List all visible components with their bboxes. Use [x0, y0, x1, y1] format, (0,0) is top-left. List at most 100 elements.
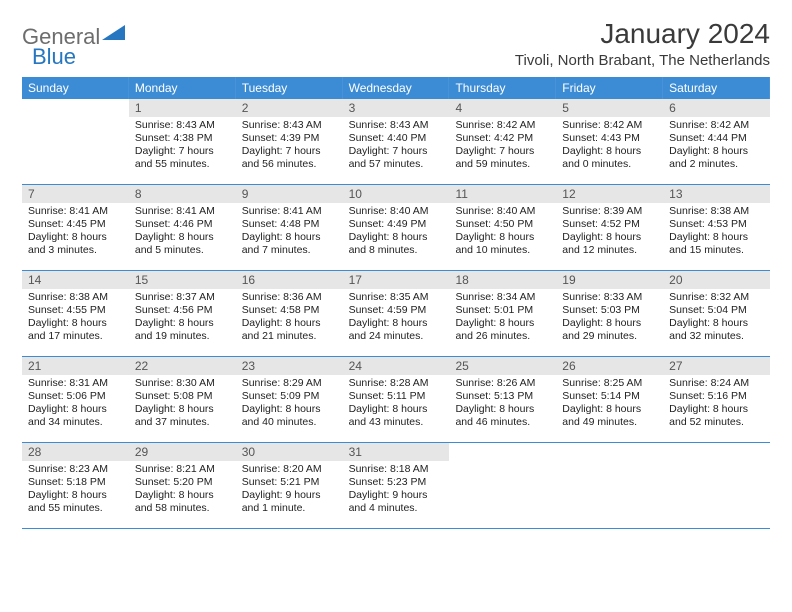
sunset-line: Sunset: 5:13 PM [455, 390, 550, 403]
sunrise-line: Sunrise: 8:25 AM [562, 377, 657, 390]
day-header: Friday [556, 77, 663, 99]
day-number: 14 [22, 271, 129, 289]
cell-body: Sunrise: 8:42 AMSunset: 4:44 PMDaylight:… [663, 117, 770, 176]
daylight-line: Daylight: 7 hours and 56 minutes. [242, 145, 337, 171]
calendar-cell: 24Sunrise: 8:28 AMSunset: 5:11 PMDayligh… [343, 357, 450, 443]
sunset-line: Sunset: 5:01 PM [455, 304, 550, 317]
sunrise-line: Sunrise: 8:21 AM [135, 463, 230, 476]
sunrise-line: Sunrise: 8:29 AM [242, 377, 337, 390]
daylight-line: Daylight: 7 hours and 55 minutes. [135, 145, 230, 171]
cell-body: Sunrise: 8:21 AMSunset: 5:20 PMDaylight:… [129, 461, 236, 520]
sunset-line: Sunset: 4:45 PM [28, 218, 123, 231]
day-header: Sunday [22, 77, 129, 99]
day-header: Thursday [449, 77, 556, 99]
sunrise-line: Sunrise: 8:41 AM [28, 205, 123, 218]
cell-body: Sunrise: 8:38 AMSunset: 4:53 PMDaylight:… [663, 203, 770, 262]
sunset-line: Sunset: 4:40 PM [349, 132, 444, 145]
day-number: 9 [236, 185, 343, 203]
sunset-line: Sunset: 5:06 PM [28, 390, 123, 403]
calendar-cell: 26Sunrise: 8:25 AMSunset: 5:14 PMDayligh… [556, 357, 663, 443]
sunrise-line: Sunrise: 8:33 AM [562, 291, 657, 304]
sunset-line: Sunset: 5:09 PM [242, 390, 337, 403]
weeks-container: 1Sunrise: 8:43 AMSunset: 4:38 PMDaylight… [22, 99, 770, 529]
daylight-line: Daylight: 9 hours and 1 minute. [242, 489, 337, 515]
daylight-line: Daylight: 8 hours and 0 minutes. [562, 145, 657, 171]
day-number: 28 [22, 443, 129, 461]
daylight-line: Daylight: 8 hours and 43 minutes. [349, 403, 444, 429]
sunset-line: Sunset: 4:56 PM [135, 304, 230, 317]
cell-body: Sunrise: 8:18 AMSunset: 5:23 PMDaylight:… [343, 461, 450, 520]
calendar-cell: 31Sunrise: 8:18 AMSunset: 5:23 PMDayligh… [343, 443, 450, 529]
day-number: 11 [449, 185, 556, 203]
sunset-line: Sunset: 5:04 PM [669, 304, 764, 317]
day-number: 23 [236, 357, 343, 375]
calendar-cell: 5Sunrise: 8:42 AMSunset: 4:43 PMDaylight… [556, 99, 663, 185]
calendar-cell: 12Sunrise: 8:39 AMSunset: 4:52 PMDayligh… [556, 185, 663, 271]
calendar-cell: 29Sunrise: 8:21 AMSunset: 5:20 PMDayligh… [129, 443, 236, 529]
sunrise-line: Sunrise: 8:26 AM [455, 377, 550, 390]
calendar-cell: 21Sunrise: 8:31 AMSunset: 5:06 PMDayligh… [22, 357, 129, 443]
cell-body: Sunrise: 8:25 AMSunset: 5:14 PMDaylight:… [556, 375, 663, 434]
cell-body: Sunrise: 8:41 AMSunset: 4:48 PMDaylight:… [236, 203, 343, 262]
sunset-line: Sunset: 4:55 PM [28, 304, 123, 317]
day-number: 25 [449, 357, 556, 375]
cell-body: Sunrise: 8:36 AMSunset: 4:58 PMDaylight:… [236, 289, 343, 348]
calendar-cell: 7Sunrise: 8:41 AMSunset: 4:45 PMDaylight… [22, 185, 129, 271]
week-row: 28Sunrise: 8:23 AMSunset: 5:18 PMDayligh… [22, 443, 770, 529]
calendar-cell: 25Sunrise: 8:26 AMSunset: 5:13 PMDayligh… [449, 357, 556, 443]
cell-body: Sunrise: 8:23 AMSunset: 5:18 PMDaylight:… [22, 461, 129, 520]
calendar-cell: 22Sunrise: 8:30 AMSunset: 5:08 PMDayligh… [129, 357, 236, 443]
cell-body: Sunrise: 8:38 AMSunset: 4:55 PMDaylight:… [22, 289, 129, 348]
calendar-cell: 9Sunrise: 8:41 AMSunset: 4:48 PMDaylight… [236, 185, 343, 271]
cell-body: Sunrise: 8:40 AMSunset: 4:49 PMDaylight:… [343, 203, 450, 262]
logo-text-blue: Blue [32, 44, 76, 70]
daylight-line: Daylight: 8 hours and 5 minutes. [135, 231, 230, 257]
sunrise-line: Sunrise: 8:40 AM [455, 205, 550, 218]
daylight-line: Daylight: 8 hours and 7 minutes. [242, 231, 337, 257]
week-row: 14Sunrise: 8:38 AMSunset: 4:55 PMDayligh… [22, 271, 770, 357]
day-number: 12 [556, 185, 663, 203]
cell-body: Sunrise: 8:34 AMSunset: 5:01 PMDaylight:… [449, 289, 556, 348]
sunset-line: Sunset: 5:14 PM [562, 390, 657, 403]
calendar-cell: 11Sunrise: 8:40 AMSunset: 4:50 PMDayligh… [449, 185, 556, 271]
day-header-row: SundayMondayTuesdayWednesdayThursdayFrid… [22, 77, 770, 99]
sunset-line: Sunset: 4:42 PM [455, 132, 550, 145]
title-block: January 2024 Tivoli, North Brabant, The … [515, 18, 770, 69]
sunrise-line: Sunrise: 8:32 AM [669, 291, 764, 304]
calendar-grid: SundayMondayTuesdayWednesdayThursdayFrid… [22, 77, 770, 529]
day-number: 4 [449, 99, 556, 117]
sunrise-line: Sunrise: 8:37 AM [135, 291, 230, 304]
cell-body: Sunrise: 8:31 AMSunset: 5:06 PMDaylight:… [22, 375, 129, 434]
calendar-cell: 3Sunrise: 8:43 AMSunset: 4:40 PMDaylight… [343, 99, 450, 185]
calendar-page: General January 2024 Tivoli, North Braba… [0, 0, 792, 547]
sunset-line: Sunset: 5:21 PM [242, 476, 337, 489]
sunrise-line: Sunrise: 8:38 AM [669, 205, 764, 218]
day-number: 6 [663, 99, 770, 117]
day-header: Wednesday [343, 77, 450, 99]
day-number: 10 [343, 185, 450, 203]
calendar-cell [556, 443, 663, 529]
sunrise-line: Sunrise: 8:36 AM [242, 291, 337, 304]
day-number: 30 [236, 443, 343, 461]
day-number: 3 [343, 99, 450, 117]
calendar-cell: 10Sunrise: 8:40 AMSunset: 4:49 PMDayligh… [343, 185, 450, 271]
page-subtitle: Tivoli, North Brabant, The Netherlands [515, 52, 770, 69]
sunset-line: Sunset: 4:46 PM [135, 218, 230, 231]
day-number: 7 [22, 185, 129, 203]
sunset-line: Sunset: 4:38 PM [135, 132, 230, 145]
daylight-line: Daylight: 8 hours and 2 minutes. [669, 145, 764, 171]
cell-body: Sunrise: 8:35 AMSunset: 4:59 PMDaylight:… [343, 289, 450, 348]
sunrise-line: Sunrise: 8:20 AM [242, 463, 337, 476]
calendar-cell: 6Sunrise: 8:42 AMSunset: 4:44 PMDaylight… [663, 99, 770, 185]
day-number: 21 [22, 357, 129, 375]
calendar-cell: 4Sunrise: 8:42 AMSunset: 4:42 PMDaylight… [449, 99, 556, 185]
sunrise-line: Sunrise: 8:42 AM [669, 119, 764, 132]
sunrise-line: Sunrise: 8:43 AM [135, 119, 230, 132]
sunrise-line: Sunrise: 8:31 AM [28, 377, 123, 390]
sunset-line: Sunset: 4:44 PM [669, 132, 764, 145]
day-number: 8 [129, 185, 236, 203]
cell-body: Sunrise: 8:30 AMSunset: 5:08 PMDaylight:… [129, 375, 236, 434]
day-number: 1 [129, 99, 236, 117]
day-number: 19 [556, 271, 663, 289]
calendar-cell: 16Sunrise: 8:36 AMSunset: 4:58 PMDayligh… [236, 271, 343, 357]
